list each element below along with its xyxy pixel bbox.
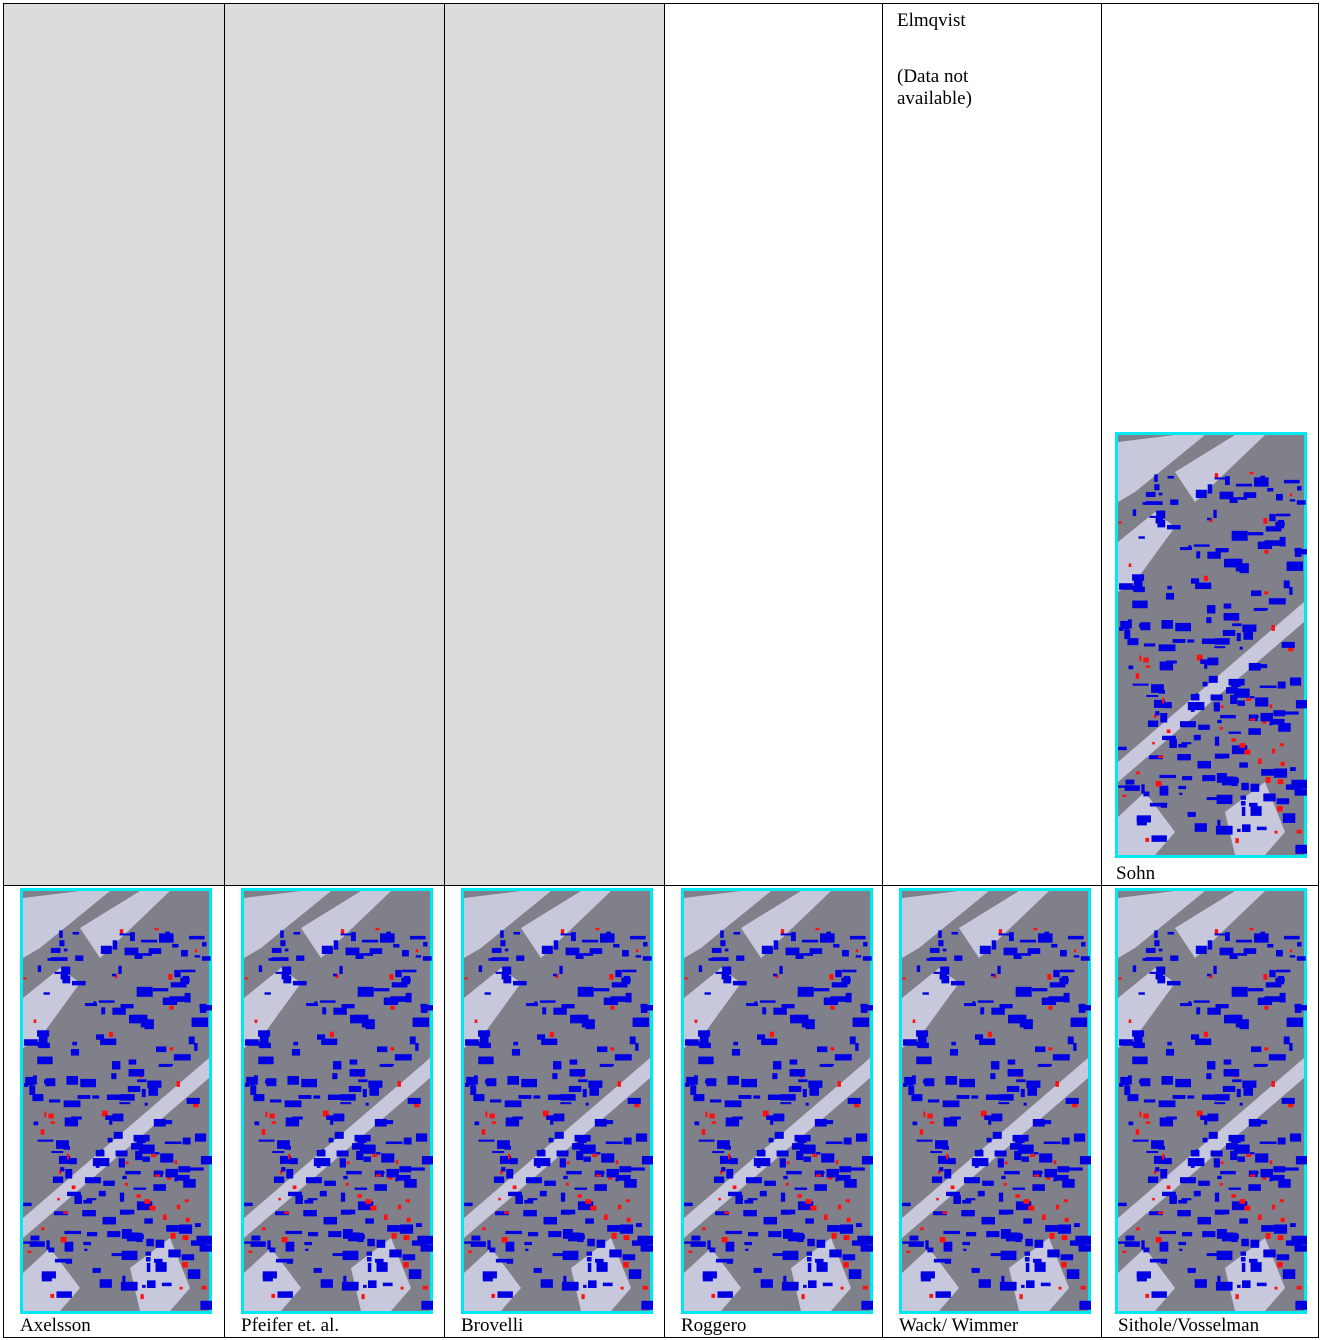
cell: Wack/ Wimmer — [882, 885, 1102, 1338]
elmqvist-title: Elmqvist — [897, 10, 966, 31]
cell — [224, 3, 445, 886]
cell: Roggero — [664, 885, 883, 1338]
caption: Roggero — [681, 1315, 747, 1336]
cell: Pfeifer et. al. — [224, 885, 445, 1338]
classification-image — [20, 888, 212, 1314]
cell: Brovelli — [444, 885, 665, 1338]
caption: Wack/ Wimmer — [899, 1315, 1019, 1336]
caption: Sithole/Vosselman — [1118, 1315, 1260, 1336]
caption: Sohn — [1116, 863, 1156, 884]
cell — [444, 3, 665, 886]
elmqvist-note: (Data not available) — [897, 66, 972, 109]
classification-image — [1115, 432, 1307, 858]
cell — [664, 3, 883, 886]
classification-image — [241, 888, 433, 1314]
classification-image — [681, 888, 873, 1314]
caption: Pfeifer et. al. — [241, 1315, 340, 1336]
cell: Elmqvist (Data not available) — [882, 3, 1102, 886]
cell: Sohn — [1101, 3, 1319, 886]
classification-image — [461, 888, 653, 1314]
cell: Axelsson — [3, 885, 225, 1338]
classification-image — [1115, 888, 1307, 1314]
classification-image — [899, 888, 1091, 1314]
cell: Sithole/Vosselman — [1101, 885, 1319, 1338]
cell — [3, 3, 225, 886]
caption: Axelsson — [20, 1315, 91, 1336]
caption: Brovelli — [461, 1315, 524, 1336]
